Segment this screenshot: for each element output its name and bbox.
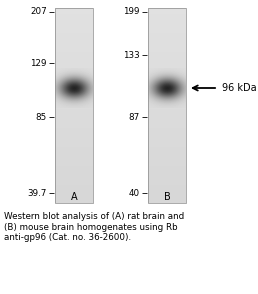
Text: B: B (164, 192, 170, 202)
Bar (148, 8, 186, 203)
Text: 85: 85 (36, 113, 47, 121)
Text: 39.7: 39.7 (28, 188, 47, 198)
Text: 96 kDa: 96 kDa (222, 83, 257, 93)
Text: anti-gp96 (Cat. no. 36-2600).: anti-gp96 (Cat. no. 36-2600). (4, 233, 131, 242)
Text: A: A (71, 192, 77, 202)
Bar (55, 8, 93, 203)
Text: 129: 129 (30, 59, 47, 68)
Text: Western blot analysis of (A) rat brain and: Western blot analysis of (A) rat brain a… (4, 212, 184, 221)
Text: 133: 133 (123, 51, 140, 59)
Text: 207: 207 (30, 8, 47, 16)
Text: (B) mouse brain homogenates using Rb: (B) mouse brain homogenates using Rb (4, 223, 178, 231)
Text: 87: 87 (129, 113, 140, 121)
Text: 199: 199 (124, 8, 140, 16)
Text: 40: 40 (129, 188, 140, 198)
